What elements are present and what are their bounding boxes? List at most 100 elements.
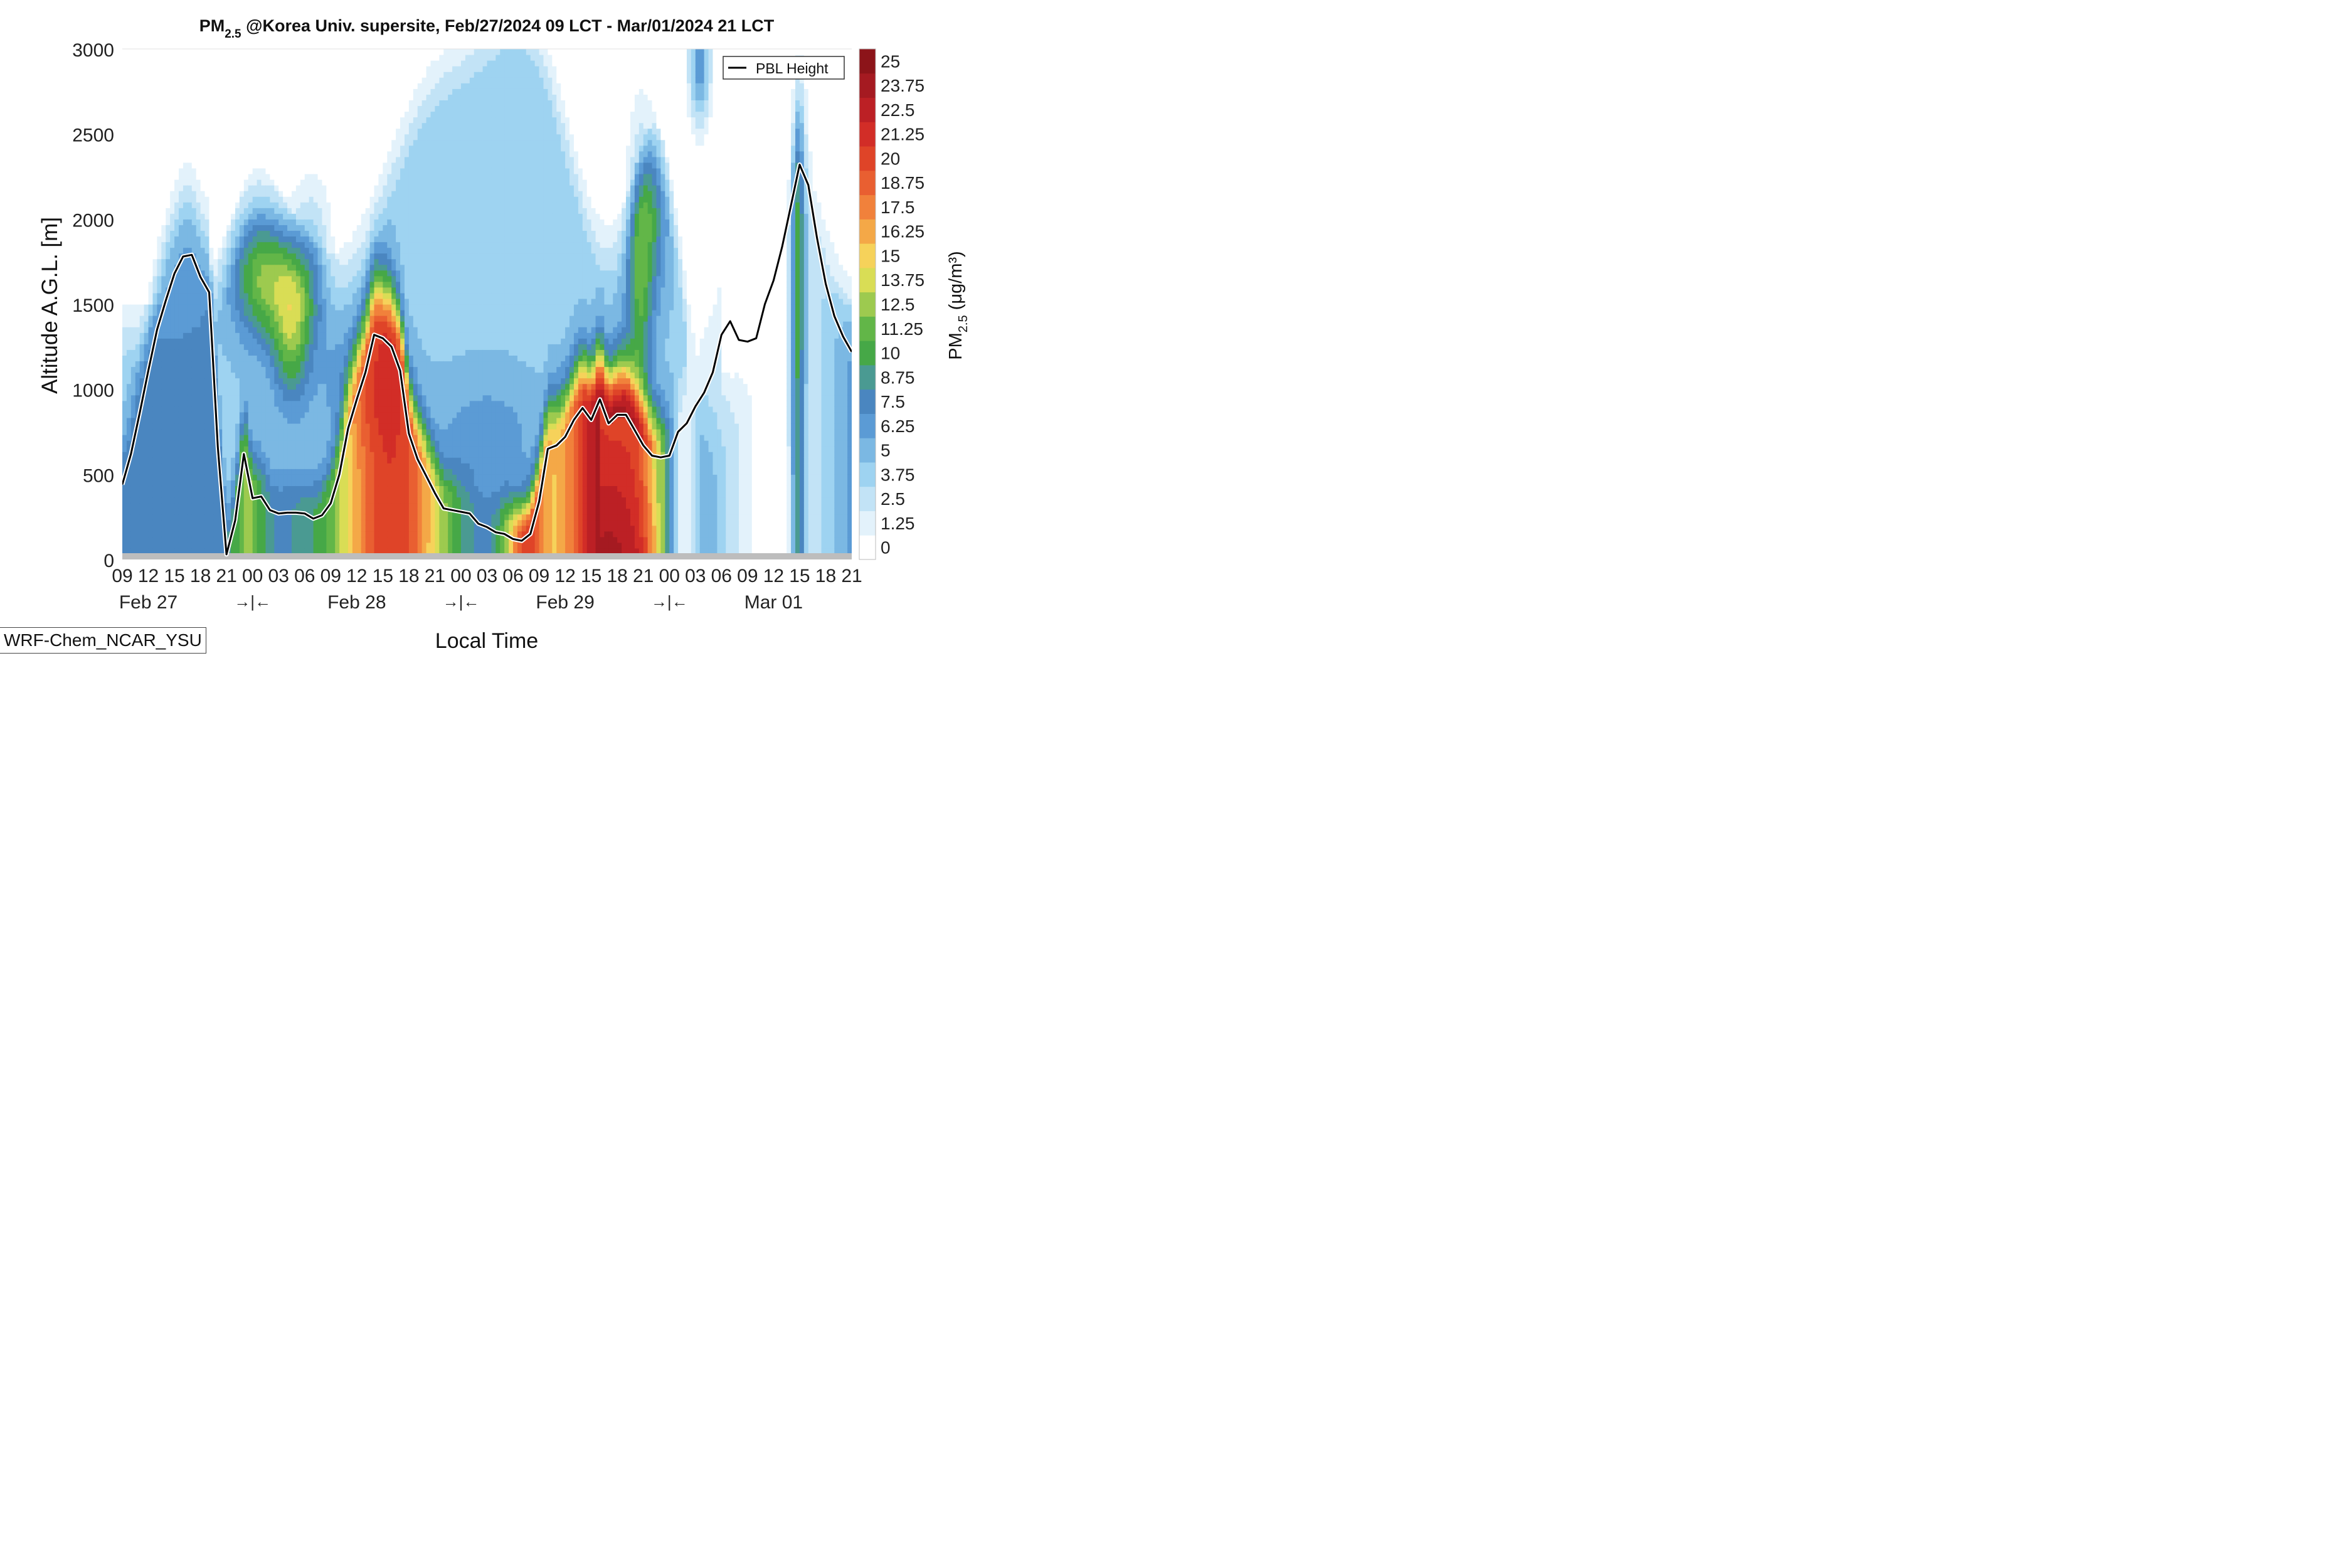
pm25-cell	[166, 117, 171, 124]
pm25-cell	[144, 497, 149, 504]
pm25-cell	[122, 219, 127, 225]
pm25-cell	[200, 349, 206, 356]
pm25-cell	[170, 264, 175, 271]
pm25-cell	[317, 452, 323, 458]
pm25-cell	[226, 100, 231, 107]
pm25-cell	[339, 446, 344, 452]
pm25-cell	[187, 111, 193, 118]
pm25-cell	[152, 208, 157, 214]
pm25-cell	[213, 514, 218, 521]
pm25-cell	[252, 508, 258, 515]
pm25-cell	[243, 100, 249, 107]
pm25-cell	[313, 55, 319, 61]
pm25-cell	[270, 196, 275, 203]
pm25-cell	[270, 446, 275, 452]
pm25-cell	[222, 389, 227, 396]
pm25-cell	[191, 417, 197, 424]
pm25-cell	[313, 435, 319, 441]
pm25-cell	[309, 428, 314, 435]
pm25-cell	[278, 542, 283, 549]
pm25-cell	[261, 117, 267, 124]
pm25-cell	[218, 298, 223, 305]
pm25-cell	[322, 105, 327, 112]
pm25-cell	[209, 191, 214, 197]
pm25-cell	[261, 134, 267, 140]
pm25-cell	[300, 525, 305, 532]
pm25-cell	[309, 253, 314, 260]
pm25-cell	[178, 167, 184, 174]
pm25-cell	[326, 474, 331, 480]
pm25-cell	[300, 60, 305, 66]
pm25-cell	[261, 208, 267, 214]
pm25-cell	[183, 469, 188, 475]
pm25-cell	[213, 128, 218, 135]
pm25-cell	[265, 196, 270, 203]
pm25-cell	[166, 435, 171, 441]
pm25-cell	[204, 270, 210, 277]
pm25-cell	[157, 411, 162, 418]
pm25-cell	[218, 111, 223, 118]
pm25-cell	[257, 145, 262, 152]
pm25-cell	[191, 497, 197, 504]
pm25-cell	[166, 281, 171, 288]
pm25-cell	[344, 349, 349, 356]
pm25-cell	[174, 480, 179, 487]
pm25-cell	[144, 361, 149, 368]
pm25-cell	[152, 389, 157, 396]
pm25-cell	[295, 400, 301, 407]
pm25-cell	[313, 191, 319, 197]
pm25-cell	[209, 440, 214, 447]
pm25-cell	[322, 292, 327, 299]
pm25-cell	[166, 264, 171, 271]
pm25-cell	[304, 321, 310, 327]
pm25-cell	[139, 321, 145, 327]
pm25-cell	[265, 536, 270, 543]
pm25-cell	[157, 281, 162, 288]
pm25-cell	[265, 275, 270, 282]
pm25-cell	[200, 531, 206, 538]
pm25-cell	[322, 230, 327, 237]
pm25-cell	[126, 536, 132, 543]
pm25-cell	[291, 315, 297, 322]
pm25-cell	[204, 491, 210, 498]
pm25-cell	[135, 264, 140, 271]
pm25-cell	[252, 162, 258, 169]
pm25-cell	[183, 315, 188, 322]
pm25-cell	[209, 463, 214, 469]
pm25-cell	[222, 236, 227, 243]
pm25-cell	[344, 372, 349, 379]
pm25-cell	[344, 219, 349, 225]
pm25-cell	[278, 514, 283, 521]
pm25-cell	[252, 310, 258, 316]
pm25-cell	[356, 406, 362, 413]
pm25-cell	[257, 111, 262, 118]
pm25-cell	[274, 241, 279, 248]
pm25-cell	[344, 179, 349, 186]
pm25-cell	[170, 77, 175, 83]
pm25-cell	[283, 395, 288, 401]
pm25-cell	[243, 258, 249, 265]
pm25-cell	[170, 88, 175, 95]
pm25-cell	[204, 508, 210, 515]
pm25-cell	[322, 236, 327, 243]
pm25-cell	[231, 372, 236, 379]
pm25-cell	[291, 542, 297, 549]
pm25-cell	[352, 332, 358, 339]
pm25-cell	[157, 446, 162, 452]
pm25-cell	[135, 338, 140, 344]
pm25-cell	[274, 225, 279, 231]
pm25-cell	[170, 292, 175, 299]
pm25-cell	[300, 491, 305, 498]
pm25-cell	[347, 514, 353, 521]
pm25-cell	[139, 258, 145, 265]
pm25-cell	[317, 457, 323, 464]
pm25-cell	[226, 435, 231, 441]
pm25-cell	[331, 435, 336, 441]
pm25-cell	[356, 179, 362, 186]
pm25-cell	[204, 100, 210, 107]
pm25-cell	[356, 94, 362, 100]
pm25-cell	[239, 361, 245, 368]
pm25-cell	[261, 191, 267, 197]
pm25-cell	[166, 514, 171, 521]
pm25-cell	[326, 411, 331, 418]
